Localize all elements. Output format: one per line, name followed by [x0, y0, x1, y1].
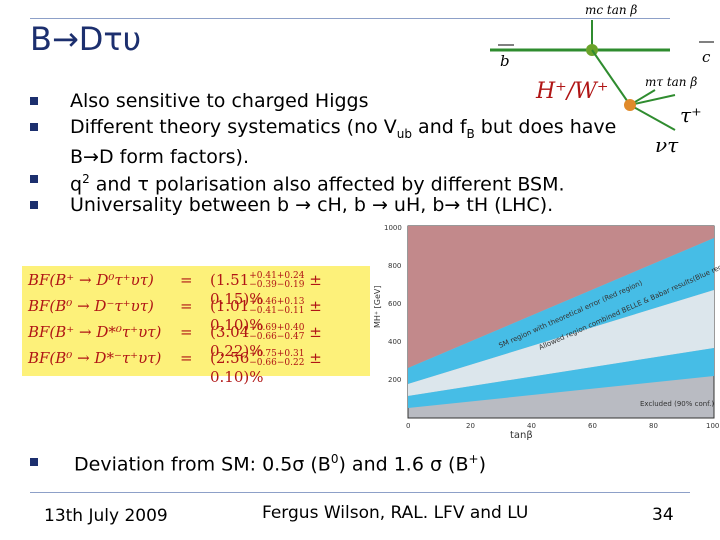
x-tick-label: 0	[406, 422, 410, 430]
y-axis-label: MH⁺ [GeV]	[373, 285, 382, 328]
bf-row: BF(B⁰ → D⁻τ⁺υτ) = (1.01+0.46+0.13 −0.41−0…	[28, 297, 322, 334]
label-tau: τ⁺	[680, 103, 702, 127]
label-c: c	[702, 48, 711, 66]
page-number: 34	[652, 505, 674, 525]
white-gap	[408, 290, 714, 396]
bullet-polarisation: q2 and τ polarisation also affected by d…	[70, 172, 565, 196]
x-tick-label: 80	[649, 422, 658, 430]
y-tick-label: 400	[388, 338, 401, 346]
vertex-bottom	[624, 99, 636, 111]
y-tick-label: 200	[388, 376, 401, 384]
bf-row: BF(B⁺ → D⁰τ⁺υτ) = (1.51+0.41+0.24 −0.39−0…	[28, 271, 322, 308]
x-tick-label: 20	[466, 422, 475, 430]
bf-row: BF(B⁺ → D*⁰τ⁺υτ) = (3.04+0.69+0.40 −0.66−…	[28, 323, 322, 360]
coupling-right-label: mτ tan β	[645, 75, 697, 89]
y-axis: 1000 800 600 400 200	[384, 224, 402, 384]
footer-author: Fergus Wilson, RAL. LFV and LU	[262, 503, 529, 523]
footer-rule	[30, 492, 690, 493]
bullet-deviation: Deviation from SM: 0.5σ (B0) and 1.6 σ (…	[74, 452, 486, 476]
red-region	[408, 226, 714, 368]
footer-date: 13th July 2009	[44, 506, 168, 526]
bullet-marker	[30, 97, 38, 105]
y-tick-label: 1000	[384, 224, 402, 232]
nu-line	[629, 104, 676, 131]
y-tick-label: 600	[388, 300, 401, 308]
x-tick-label: 60	[588, 422, 597, 430]
exclusion-plot: SM region with theoretical error (Red re…	[373, 224, 720, 440]
label-b: b	[500, 52, 510, 70]
y-tick-label: 800	[388, 262, 401, 270]
title-rule	[30, 18, 670, 19]
branching-fraction-box: BF(B⁺ → D⁰τ⁺υτ) = (1.51+0.41+0.24 −0.39−0…	[22, 266, 370, 386]
label-nu: ντ	[655, 133, 679, 157]
boson-line	[591, 49, 631, 106]
bullet-marker	[30, 175, 38, 183]
bullet-marker	[30, 201, 38, 209]
bullet-universality: Universality between b → cH, b → uH, b→ …	[70, 194, 554, 216]
bullet-theory-systematics: Different theory systematics (no Vub and…	[70, 116, 617, 168]
x-axis-label: tanβ	[510, 430, 533, 440]
feynman-diagram: b c H⁺/W⁺ τ⁺ ντ mc tan β mτ tan β	[490, 3, 714, 157]
bf-row: BF(B⁰ → D*⁻τ⁺υτ) = (2.56+0.75+0.31 −0.66−…	[28, 349, 322, 386]
bullet-marker	[30, 458, 38, 466]
tau-line	[629, 94, 676, 106]
bullet-marker	[30, 123, 38, 131]
x-axis: 0 20 40 60 80 100	[406, 422, 719, 430]
blue-region-upper	[408, 238, 714, 384]
label-higgs: H⁺/W⁺	[535, 79, 608, 104]
excluded-label: Excluded (90% conf.)	[640, 400, 714, 408]
x-tick-label: 100	[706, 422, 719, 430]
slide-title: B→Dτυ	[30, 20, 142, 58]
coupling-top-label: mc tan β	[585, 3, 637, 17]
blue-region-lower	[408, 348, 714, 408]
bullet-charged-higgs: Also sensitive to charged Higgs	[70, 90, 369, 112]
x-tick-label: 40	[527, 422, 536, 430]
